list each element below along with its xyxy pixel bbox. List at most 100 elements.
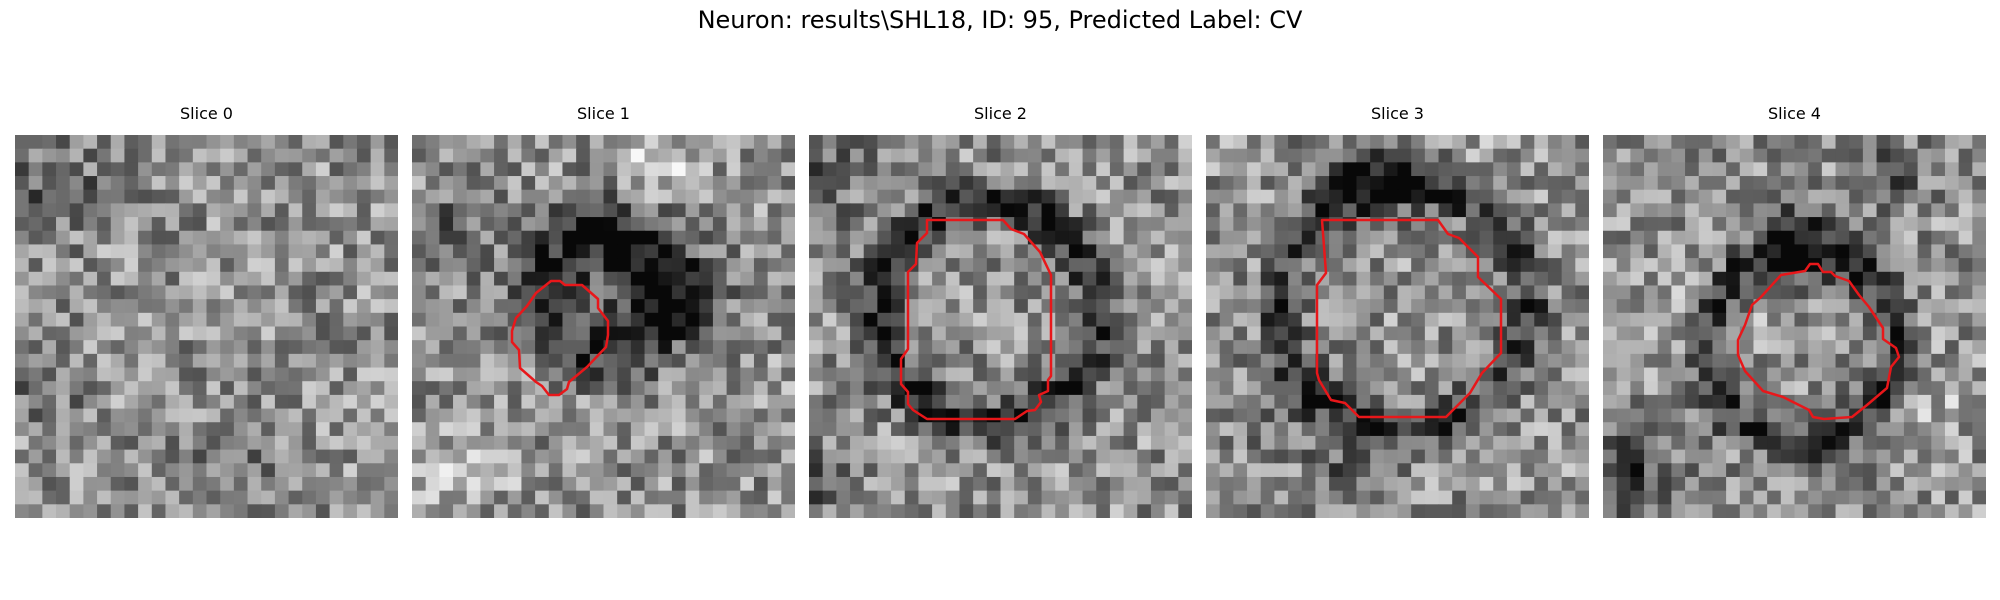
pixel [1877,217,1891,231]
pixel [1658,135,1672,149]
pixel [1178,381,1192,395]
pixel [261,231,275,245]
pixel [1699,463,1713,477]
pixel [959,504,973,518]
pixel [645,135,659,149]
pixel [343,422,357,436]
pixel [1836,395,1850,409]
pixel [809,299,823,313]
pixel [1083,217,1097,231]
pixel [809,149,823,163]
pixel [987,176,1001,190]
pixel [1493,450,1507,464]
pixel [1302,327,1316,341]
pixel [1658,327,1672,341]
pixel [439,176,453,190]
pixel [1261,422,1275,436]
pixel [83,409,97,423]
pixel [357,272,371,286]
pixel [138,436,152,450]
pixel [645,217,659,231]
pixel [124,463,138,477]
pixel [1137,313,1151,327]
pixel [1972,354,1986,368]
pixel [1466,340,1480,354]
pixel [1343,299,1357,313]
pixel [248,135,262,149]
pixel [234,491,248,505]
pixel [1233,340,1247,354]
pixel [1959,463,1973,477]
pixel [248,491,262,505]
pixel [124,368,138,382]
pixel [1699,231,1713,245]
pixel [1315,162,1329,176]
pixel [1247,217,1261,231]
pixel [1726,244,1740,258]
pixel [1644,504,1658,518]
pixel [1630,354,1644,368]
pixel [1795,203,1809,217]
pixel [467,463,481,477]
pixel [1220,395,1234,409]
pixel [1398,354,1412,368]
pixel [562,176,576,190]
pixel [1575,313,1589,327]
pixel [1781,422,1795,436]
pixel [1617,368,1631,382]
pixel [1151,313,1165,327]
pixel [1740,477,1754,491]
pixel [521,340,535,354]
pixel [234,354,248,368]
pixel [1315,422,1329,436]
pixel [727,135,741,149]
pixel [740,504,754,518]
pixel [823,285,837,299]
pixel [138,340,152,354]
pixel [508,463,522,477]
pixel [590,244,604,258]
pixel [768,231,782,245]
pixel [357,135,371,149]
pixel [1918,135,1932,149]
pixel [42,368,56,382]
pixel [384,340,398,354]
pixel [56,504,70,518]
pixel [850,436,864,450]
pixel [1493,368,1507,382]
pixel [836,272,850,286]
pixel [56,327,70,341]
pixel [371,190,385,204]
pixel [809,491,823,505]
pixel [207,299,221,313]
pixel [1945,135,1959,149]
pixel [823,244,837,258]
pixel [1644,436,1658,450]
pixel [562,477,576,491]
pixel [1534,285,1548,299]
pixel [1671,491,1685,505]
pixel [645,203,659,217]
pixel [1521,217,1535,231]
pixel [124,354,138,368]
pixel [1096,149,1110,163]
pixel [207,491,221,505]
pixel [1466,395,1480,409]
pixel [1945,436,1959,450]
pixel [1083,272,1097,286]
pixel [1206,272,1220,286]
pixel [1247,422,1261,436]
pixel [83,327,97,341]
pixel [165,149,179,163]
pixel [1575,354,1589,368]
pixel [1507,135,1521,149]
pixel [357,149,371,163]
pixel [535,340,549,354]
pixel [1165,135,1179,149]
pixel [1548,299,1562,313]
pixel [1836,217,1850,231]
pixel [261,354,275,368]
pixel [1740,176,1754,190]
pixel [248,450,262,464]
pixel [1507,491,1521,505]
